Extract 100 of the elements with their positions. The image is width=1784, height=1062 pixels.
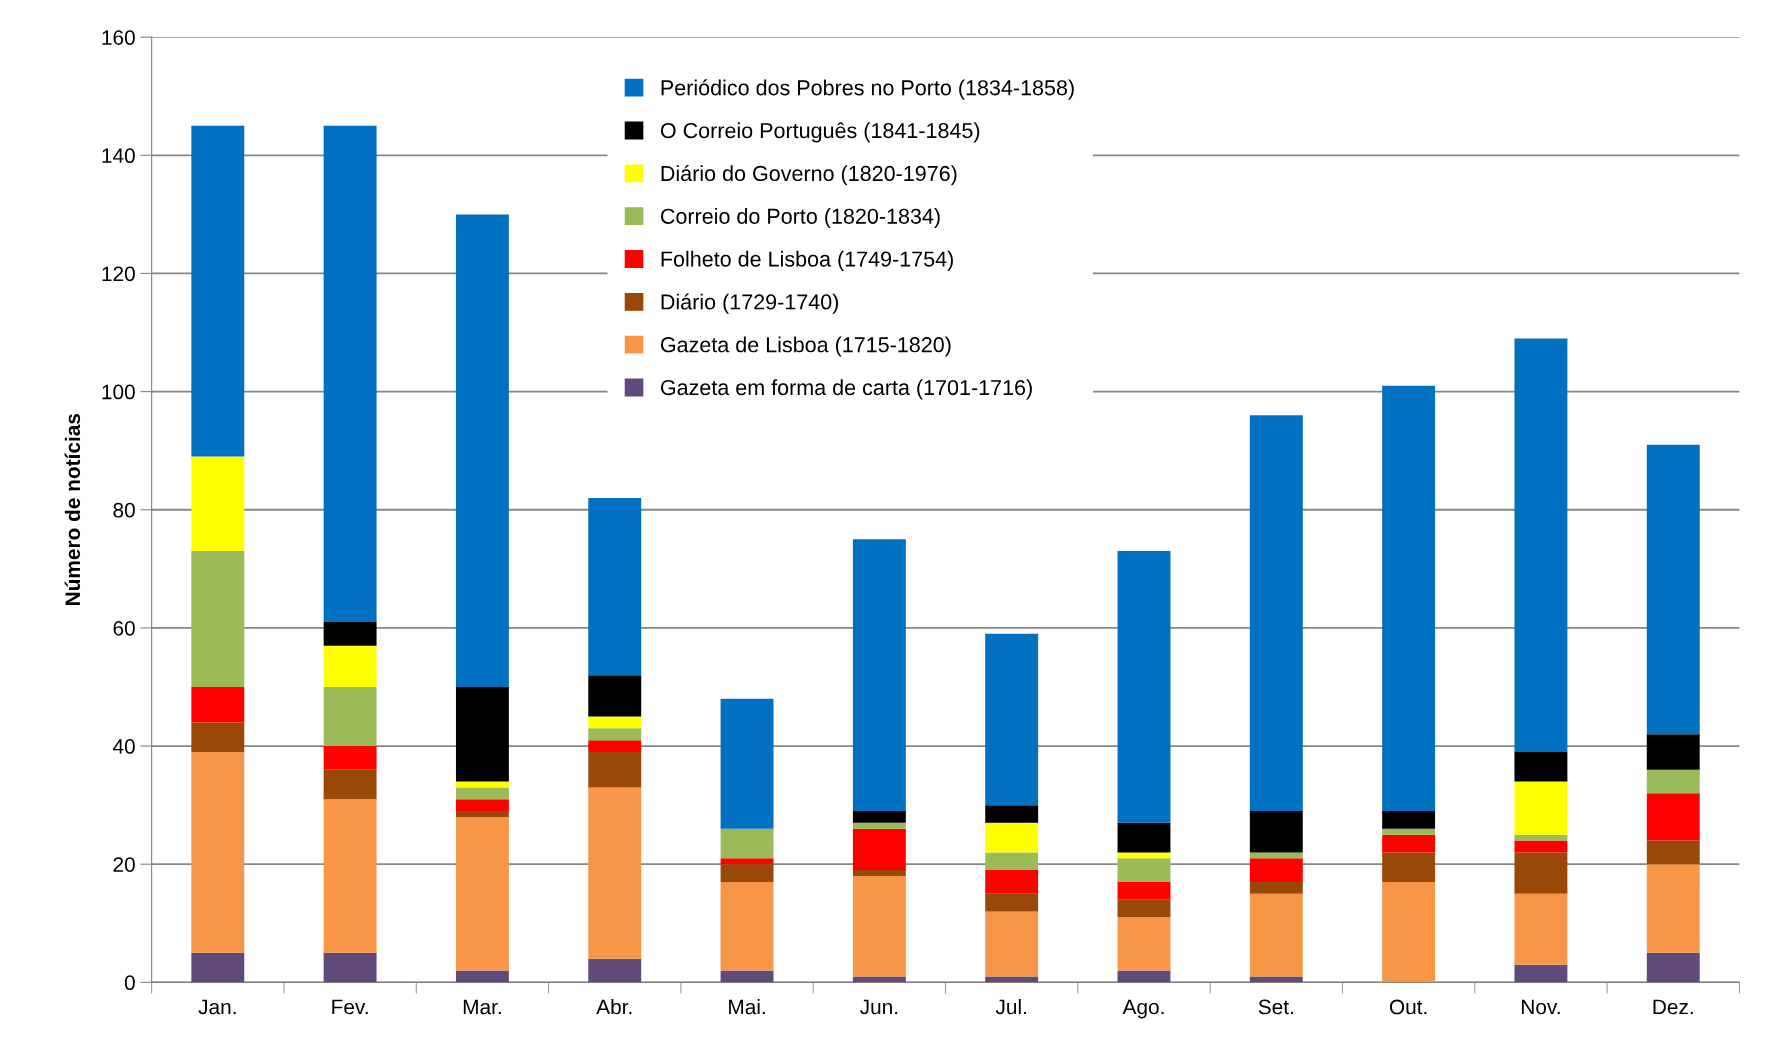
bar <box>1117 899 1171 918</box>
bar <box>455 787 509 800</box>
bar <box>985 870 1039 894</box>
bar <box>323 769 377 800</box>
bar <box>720 858 774 865</box>
legend-label: O Correio Português (1841-1845) <box>660 122 980 143</box>
bar <box>455 970 509 983</box>
bar <box>323 746 377 770</box>
y-tick-label: 60 <box>113 620 135 636</box>
bar <box>852 539 906 812</box>
bar <box>1117 881 1171 900</box>
bar <box>1117 858 1171 882</box>
bar <box>1514 751 1568 782</box>
bar <box>1382 385 1436 812</box>
bar <box>323 952 377 983</box>
y-axis-title: Número de notícias <box>64 413 81 606</box>
bar <box>852 811 906 823</box>
legend-label: Diário do Governo (1820-1976) <box>661 165 957 186</box>
bar <box>1514 781 1568 835</box>
bar <box>985 976 1039 983</box>
x-tick-label: Fev. <box>332 999 368 1015</box>
bar <box>1249 893 1303 977</box>
x-tick-label: Mar. <box>463 999 501 1015</box>
x-tick-label: Abr. <box>596 999 632 1015</box>
bar <box>191 686 245 723</box>
x-tick-label: Set. <box>1258 999 1293 1015</box>
x-tick-label: Ago. <box>1122 999 1164 1019</box>
bar <box>191 456 245 552</box>
bar <box>1382 852 1436 882</box>
bar <box>1646 769 1700 794</box>
bar <box>323 622 377 646</box>
bar <box>1249 415 1303 812</box>
bar <box>1382 811 1436 829</box>
bar <box>323 799 377 953</box>
bar <box>720 828 774 859</box>
bar <box>1117 551 1171 823</box>
bar <box>1646 864 1700 953</box>
bar <box>191 722 245 752</box>
y-tick-label: 20 <box>113 857 135 872</box>
bar <box>1249 881 1303 894</box>
bar <box>720 864 774 882</box>
x-tick-label: Jul. <box>995 999 1026 1015</box>
bar <box>455 781 509 788</box>
bar <box>455 686 509 782</box>
x-tick-label: Dez. <box>1653 999 1693 1015</box>
bar <box>323 645 377 687</box>
legend-label: Diário (1729-1740) <box>661 293 839 314</box>
legend-label: Gazeta em forma de carta (1701-1716) <box>660 379 1032 400</box>
bar <box>852 876 906 977</box>
bar <box>985 852 1039 871</box>
bar <box>1249 852 1303 859</box>
bar <box>588 751 642 788</box>
bar <box>455 811 509 817</box>
x-tick-label: Out. <box>1389 999 1427 1015</box>
bar <box>323 686 377 747</box>
bar <box>985 822 1039 853</box>
bar <box>1382 828 1436 835</box>
bar <box>985 805 1039 823</box>
bar <box>1117 852 1171 859</box>
bar <box>191 551 245 687</box>
bar <box>1117 917 1171 971</box>
bar <box>1249 811 1303 853</box>
bar <box>985 633 1039 806</box>
legend-label: Gazeta de Lisboa (1715-1820) <box>660 336 951 357</box>
bar <box>852 828 906 871</box>
bar <box>1514 840 1568 853</box>
y-tick-label: 140 <box>102 148 135 164</box>
bar <box>588 675 642 717</box>
bar <box>455 214 509 687</box>
bar <box>985 893 1039 912</box>
x-tick-label: Mai. <box>729 999 765 1015</box>
bar <box>985 911 1039 977</box>
bar <box>1382 834 1436 853</box>
y-tick-label: 120 <box>102 266 135 282</box>
bar <box>1117 970 1171 983</box>
x-tick-label: Jan. <box>198 999 236 1015</box>
bar <box>191 125 245 457</box>
bar <box>1514 964 1568 983</box>
bar <box>852 976 906 983</box>
bar <box>588 740 642 752</box>
legend-label: Correio do Porto (1820-1834) <box>660 208 940 229</box>
bar <box>1646 444 1700 735</box>
bar <box>1646 734 1700 770</box>
bar <box>852 822 906 829</box>
legend-label: Folheto de Lisboa (1749-1754) <box>661 250 953 271</box>
bar <box>720 881 774 971</box>
bar <box>1514 834 1568 841</box>
bar <box>720 970 774 983</box>
x-tick-label: Nov. <box>1521 999 1560 1015</box>
bar <box>588 728 642 741</box>
bar <box>852 870 906 877</box>
y-tick-label: 0 <box>124 975 135 991</box>
bar <box>455 799 509 812</box>
y-tick-label: 80 <box>113 502 135 518</box>
bar <box>1249 976 1303 983</box>
bar <box>1249 858 1303 882</box>
bar <box>588 787 642 959</box>
y-tick-label: 40 <box>112 739 135 754</box>
bar <box>588 716 642 729</box>
bar <box>1514 852 1568 894</box>
